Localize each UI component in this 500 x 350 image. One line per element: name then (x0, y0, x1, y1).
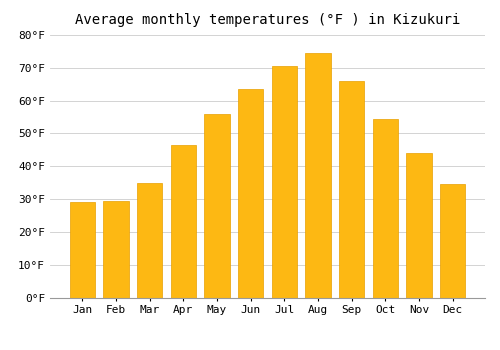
Bar (137, 183, 162, 298)
Bar (238, 89, 264, 298)
Bar (272, 66, 297, 298)
Title: Average monthly temperatures (°F ) in Kizukuri: Average monthly temperatures (°F ) in Ki… (75, 13, 460, 27)
Bar (104, 201, 128, 298)
Bar (406, 153, 432, 298)
Bar (204, 114, 230, 298)
Bar (339, 81, 364, 298)
Bar (372, 119, 398, 298)
Bar (306, 53, 330, 298)
Bar (170, 145, 196, 298)
Bar (70, 202, 95, 298)
Bar (440, 184, 465, 298)
